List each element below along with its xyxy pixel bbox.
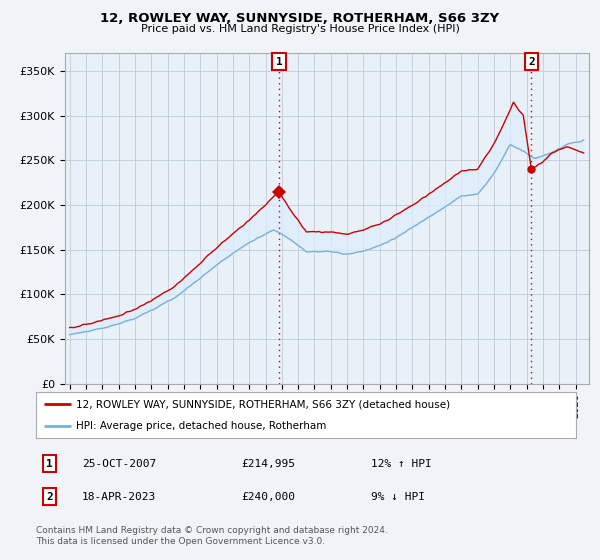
Text: £214,995: £214,995 — [241, 459, 295, 469]
Text: Price paid vs. HM Land Registry's House Price Index (HPI): Price paid vs. HM Land Registry's House … — [140, 24, 460, 34]
Text: 9% ↓ HPI: 9% ↓ HPI — [371, 492, 425, 502]
Text: 1: 1 — [46, 459, 53, 469]
Text: 2: 2 — [46, 492, 53, 502]
Text: 1: 1 — [275, 57, 282, 67]
Text: 12% ↑ HPI: 12% ↑ HPI — [371, 459, 431, 469]
Text: HPI: Average price, detached house, Rotherham: HPI: Average price, detached house, Roth… — [77, 421, 327, 431]
Text: 18-APR-2023: 18-APR-2023 — [82, 492, 156, 502]
Text: 2: 2 — [528, 57, 535, 67]
Text: £240,000: £240,000 — [241, 492, 295, 502]
Text: 25-OCT-2007: 25-OCT-2007 — [82, 459, 156, 469]
Text: 12, ROWLEY WAY, SUNNYSIDE, ROTHERHAM, S66 3ZY (detached house): 12, ROWLEY WAY, SUNNYSIDE, ROTHERHAM, S6… — [77, 399, 451, 409]
Text: Contains HM Land Registry data © Crown copyright and database right 2024.
This d: Contains HM Land Registry data © Crown c… — [36, 526, 388, 546]
Text: 12, ROWLEY WAY, SUNNYSIDE, ROTHERHAM, S66 3ZY: 12, ROWLEY WAY, SUNNYSIDE, ROTHERHAM, S6… — [100, 12, 500, 25]
